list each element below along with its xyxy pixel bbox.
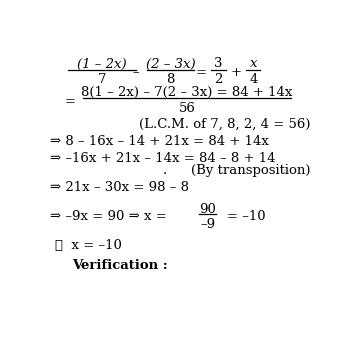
Text: ∴  x = –10: ∴ x = –10: [55, 239, 122, 252]
Text: (By transposition): (By transposition): [191, 164, 310, 177]
Text: ⇒ 21x – 30x = 98 – 8: ⇒ 21x – 30x = 98 – 8: [50, 181, 189, 194]
Text: 56: 56: [178, 102, 195, 115]
Text: 7: 7: [98, 73, 106, 86]
Text: –: –: [133, 66, 139, 79]
Text: (2 – 3x): (2 – 3x): [145, 58, 195, 70]
Text: 8(1 – 2x) – 7(2 – 3x) = 84 + 14x: 8(1 – 2x) – 7(2 – 3x) = 84 + 14x: [81, 86, 293, 99]
Text: ⇒ –9x = 90 ⇒ x =: ⇒ –9x = 90 ⇒ x =: [50, 210, 166, 223]
Text: 8: 8: [166, 73, 175, 86]
Text: (L.C.M. of 7, 8, 2, 4 = 56): (L.C.M. of 7, 8, 2, 4 = 56): [139, 118, 310, 131]
Text: =: =: [196, 66, 207, 79]
Text: 2: 2: [214, 73, 223, 86]
Text: –9: –9: [200, 218, 215, 231]
Text: 90: 90: [199, 203, 216, 216]
Text: (1 – 2x): (1 – 2x): [77, 58, 127, 70]
Text: x: x: [250, 58, 257, 70]
Text: 4: 4: [249, 73, 257, 86]
Text: .: .: [163, 164, 167, 177]
Text: ⇒ 8 – 16x – 14 + 21x = 84 + 14x: ⇒ 8 – 16x – 14 + 21x = 84 + 14x: [50, 135, 269, 148]
Text: +: +: [231, 66, 242, 79]
Text: Verification :: Verification :: [72, 259, 167, 272]
Text: = –10: = –10: [227, 210, 265, 223]
Text: 3: 3: [214, 58, 223, 70]
Text: =: =: [65, 95, 76, 108]
Text: ⇒ –16x + 21x – 14x = 84 – 8 + 14: ⇒ –16x + 21x – 14x = 84 – 8 + 14: [50, 152, 275, 165]
